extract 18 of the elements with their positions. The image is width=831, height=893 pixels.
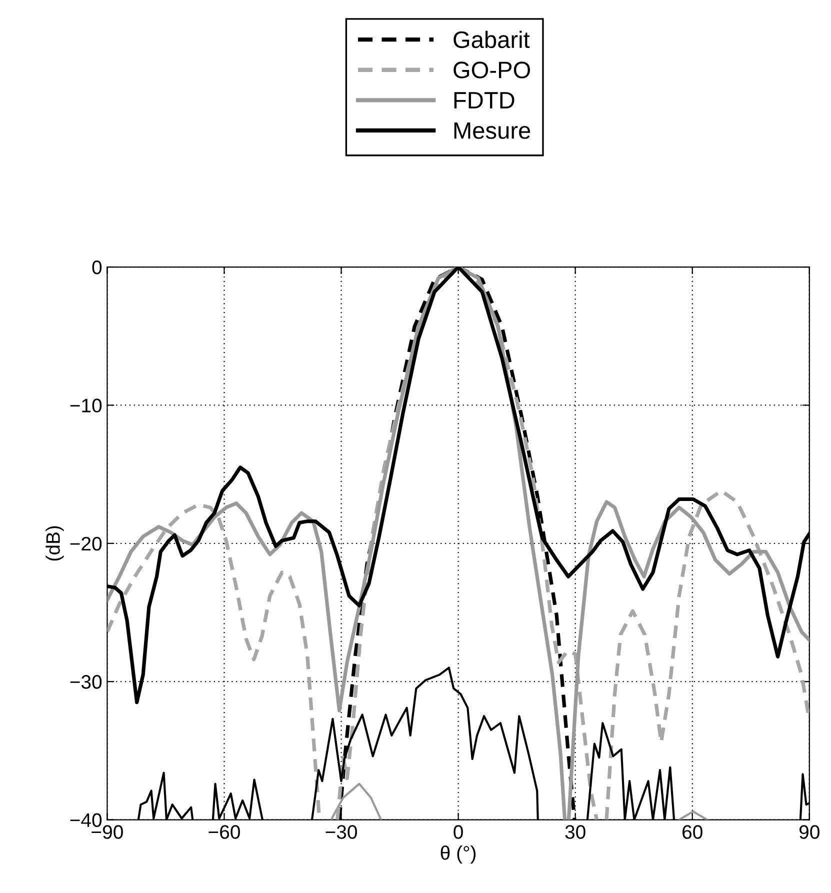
legend-label: Mesure [454,122,530,139]
x-tick-label: 0 [454,825,463,839]
y-tick-label: −20 [70,536,102,551]
y-tick-label: −40 [70,813,102,828]
x-axis-title: θ (°) [440,846,476,864]
x-tick-label: 90 [799,825,820,839]
x-tick-label: 60 [682,825,702,839]
legend-label: Gabarit [454,30,530,48]
y-tick-label: −10 [70,398,102,412]
x-tick-label: −30 [326,825,357,839]
x-tick-label: −90 [92,825,123,839]
legend-label: FDTD [454,92,514,108]
x-tick-label: 30 [565,825,586,839]
y-tick-label: 0 [92,260,102,274]
y-axis-title: (dB) [46,526,64,561]
y-tick-label: −30 [70,675,102,689]
legend-label: GO-PO [454,62,530,78]
x-tick-label: −60 [208,825,240,839]
